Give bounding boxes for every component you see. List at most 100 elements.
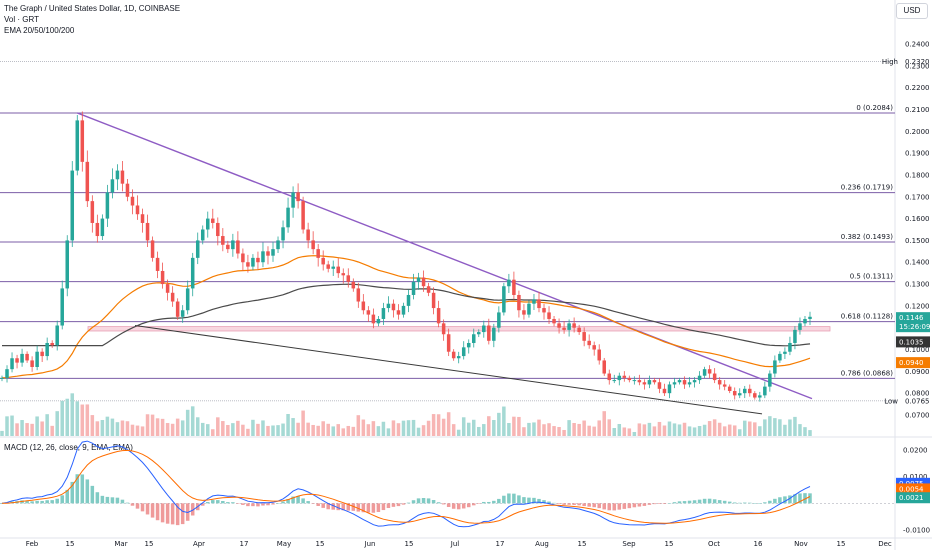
volume-bar	[737, 429, 742, 436]
candle-body	[160, 270, 165, 285]
volume-bar	[130, 424, 135, 436]
macd-histogram-bar	[803, 493, 807, 504]
macd-histogram-bar	[687, 500, 692, 504]
volume-indicator-label[interactable]: Vol · GRT	[4, 15, 39, 24]
volume-bar	[65, 398, 69, 436]
macd-histogram-bar	[737, 502, 742, 504]
candle-body	[145, 222, 150, 241]
macd-histogram-bar	[341, 503, 346, 511]
axes: 0.2400 0.2300 0.2200 0.2100 0.2000 0.1900 0.18…	[26, 41, 930, 549]
macd-histogram-bar	[115, 497, 120, 504]
volume-bar	[632, 432, 637, 436]
volume-bar	[637, 423, 642, 436]
macd-histogram-bar	[216, 500, 220, 504]
macd-histogram-bar	[251, 503, 255, 507]
candle-body	[657, 382, 662, 389]
candle-body	[672, 382, 677, 385]
volume-bar	[512, 416, 516, 436]
volume-bar	[542, 424, 546, 436]
macd-histogram-bar	[702, 498, 707, 504]
volume-bar	[647, 422, 652, 436]
macd-histogram-bar	[697, 499, 702, 504]
candle-body	[507, 279, 511, 287]
volume-bar	[90, 415, 95, 436]
price-tick-label: 0.1300	[905, 281, 930, 289]
descending-trendline-lower	[134, 325, 763, 415]
macd-histogram-bar	[396, 503, 401, 507]
macd-histogram-bar	[130, 503, 135, 506]
volume-bar	[497, 412, 501, 436]
time-tick-label: Oct	[708, 540, 720, 548]
candle-body	[276, 240, 280, 250]
macd-tag-value: 0.0021	[899, 494, 924, 502]
candle-body	[406, 294, 411, 306]
volume-bar	[677, 424, 682, 436]
macd-histogram-bar	[722, 500, 727, 504]
candle-body	[547, 312, 551, 319]
volume-bar	[200, 422, 205, 436]
volume-bar	[231, 423, 235, 436]
candle-body	[557, 323, 561, 328]
macd-tag-hist	[896, 492, 930, 504]
macd-histogram-bar	[537, 498, 541, 504]
macd-histogram-bar	[331, 503, 335, 510]
ema-50-line	[1, 255, 811, 379]
candle-body	[707, 369, 712, 374]
macd-histogram-bar	[507, 493, 511, 504]
volume-bar	[276, 425, 280, 436]
macd-histogram-bar	[482, 501, 486, 504]
candle-body	[793, 329, 797, 343]
volume-bar	[356, 415, 361, 436]
volume-bar	[266, 425, 270, 436]
candle-body	[647, 380, 652, 385]
volume-bar	[145, 414, 150, 436]
macd-indicator-label[interactable]: MACD (12, 26, close, 9, EMA, EMA)	[4, 443, 133, 452]
macd-histogram-bar	[662, 503, 667, 504]
volume-bar	[562, 429, 566, 436]
candle-body	[266, 251, 270, 256]
macd-histogram-bar	[532, 497, 536, 504]
volume-bar	[301, 410, 305, 436]
volume-bar	[246, 428, 250, 436]
price-tick-label: 0.2100	[905, 106, 930, 114]
macd-histogram-bar	[296, 496, 300, 504]
volume-bar	[652, 426, 657, 436]
candle-body	[381, 308, 386, 319]
fib-level-label: 0.382 (0.1493)	[841, 233, 893, 241]
volume-bar	[40, 421, 44, 436]
candle-body	[351, 281, 356, 289]
macd-histogram-bar	[677, 501, 682, 504]
macd-histogram-bar	[135, 503, 140, 509]
volume-bar	[421, 425, 426, 436]
candle-body	[180, 310, 185, 317]
candle-body	[411, 281, 416, 295]
macd-histogram-bar	[617, 503, 622, 510]
volume-bar	[75, 401, 80, 436]
volume-bar	[206, 424, 210, 436]
fib-level-label: 0 (0.2084)	[856, 104, 893, 112]
macd-tick-label: 0.0200	[903, 447, 928, 455]
candle-body	[602, 360, 606, 374]
macd-histogram-bar	[411, 500, 416, 504]
volume-bar	[662, 425, 667, 436]
macd-histogram-bar	[160, 503, 165, 523]
macd-histogram-bar	[672, 502, 677, 504]
time-tick-label: Jul	[450, 540, 460, 548]
volume-bar	[517, 416, 521, 436]
candle-body	[125, 183, 130, 197]
volume-bar	[466, 422, 471, 436]
macd-histogram-bar	[808, 493, 812, 504]
candle-body	[396, 310, 401, 315]
ema-indicator-label[interactable]: EMA 20/50/100/200	[4, 26, 75, 35]
macd-histogram-bar	[657, 503, 662, 504]
macd-histogram-bar	[65, 489, 69, 504]
volume-bar	[597, 420, 601, 436]
candle-body	[216, 222, 220, 237]
volume-bar	[381, 421, 386, 436]
currency-button[interactable]: USD	[896, 3, 928, 19]
candle-body	[50, 342, 54, 346]
candle-body	[682, 380, 687, 385]
volume-bar	[441, 418, 446, 436]
candle-body	[778, 353, 782, 361]
